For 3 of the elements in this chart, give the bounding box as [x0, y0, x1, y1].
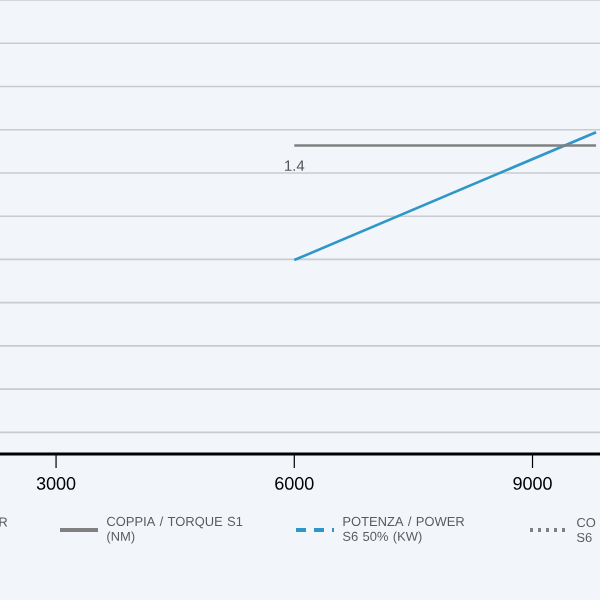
x-tick-label: 6000: [275, 477, 314, 490]
x-tick-label: 3000: [36, 477, 76, 490]
x-tick-label: 9000: [513, 477, 552, 490]
